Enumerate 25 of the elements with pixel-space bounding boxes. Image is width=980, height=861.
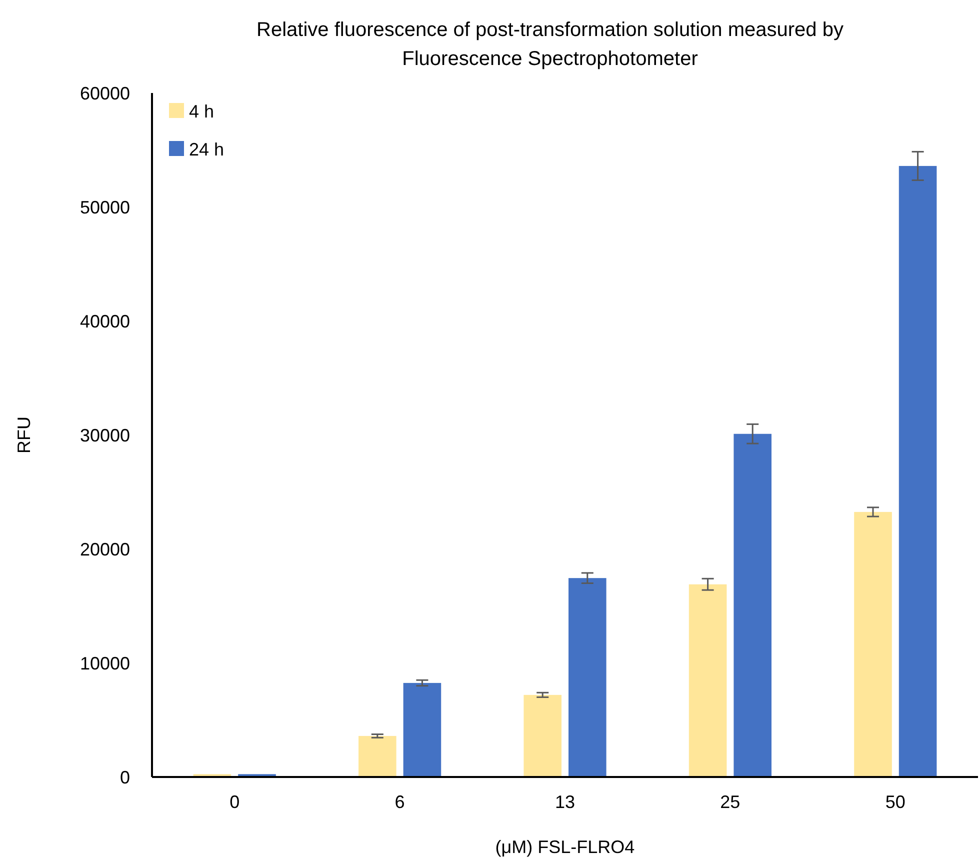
y-tick-label: 30000 [80,425,130,446]
bar [854,512,892,777]
bar [403,682,442,777]
bar [898,166,937,777]
bar [358,736,396,777]
x-tick-label: 13 [554,792,576,812]
legend-label: 4 h [189,101,214,122]
bar [524,694,562,777]
y-tick-label: 10000 [80,653,130,674]
x-tick-label: 50 [885,792,906,812]
y-tick-label: 50000 [80,197,130,218]
bar [568,578,606,777]
y-tick-label: 20000 [80,539,130,560]
chart-title: Relative fluorescence of post-transformation solution measured by Fluorescence Spectrophotometer [256,19,844,70]
y-tick-label: 0 [120,767,130,788]
legend-label: 24 h [189,139,224,160]
bar [688,584,727,777]
x-tick-label: 6 [394,792,405,812]
y-tick-label: 60000 [80,83,130,104]
x-axis-title: (μM) FSL-FLRO4 [495,837,635,857]
x-tick-label: 0 [230,792,240,812]
bar [734,434,772,777]
y-tick-label: 40000 [80,311,130,332]
x-tick-label: 25 [720,792,740,812]
y-axis-title: RFU [14,416,34,454]
